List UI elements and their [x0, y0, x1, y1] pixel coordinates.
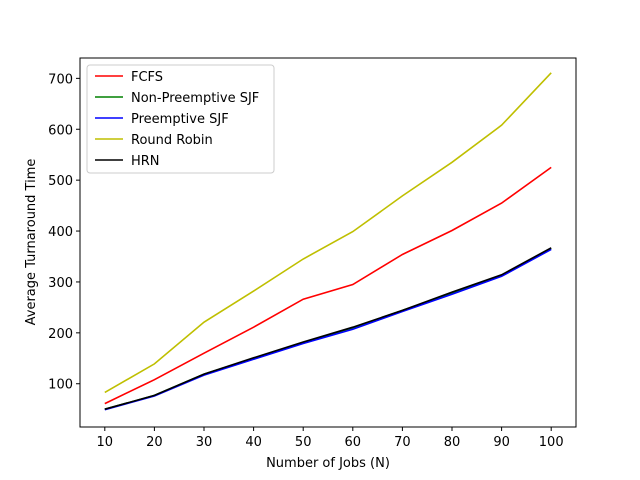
- series-line-3: [104, 72, 552, 394]
- legend-entry-label: HRN: [131, 154, 160, 169]
- y-tick-label: 700: [48, 72, 73, 87]
- x-tick-label: 50: [295, 435, 312, 450]
- legend-box: [86, 64, 275, 174]
- x-tick-label: 30: [196, 435, 213, 450]
- x-tick-label: 60: [345, 435, 362, 450]
- series-line-0: [104, 166, 552, 405]
- y-axis-label: Average Turnaround Time: [24, 159, 39, 326]
- y-tick-label: 400: [48, 225, 73, 240]
- plot-frame: [79, 57, 577, 428]
- legend-entry-label: Non-Preemptive SJF: [131, 91, 259, 106]
- legend-entry-label: Round Robin: [131, 133, 213, 148]
- x-tick-label: 70: [394, 435, 411, 450]
- y-tick-label: 200: [48, 327, 73, 342]
- x-tick-label: 20: [146, 435, 163, 450]
- x-axis-ticks: 10 20 30 40 50 60 70 80 90 100: [97, 427, 564, 450]
- y-tick-label: 100: [48, 378, 73, 393]
- x-tick-label: 40: [245, 435, 262, 450]
- y-tick-label: 300: [48, 276, 73, 291]
- legend-entry-label: Preemptive SJF: [131, 112, 229, 127]
- x-tick-label: 80: [444, 435, 461, 450]
- series-line-4: [104, 247, 552, 410]
- x-tick-label: 100: [539, 435, 564, 450]
- y-tick-label: 600: [48, 123, 73, 138]
- x-tick-label: 90: [493, 435, 510, 450]
- legend: FCFS Non-Preemptive SJF Preemptive SJF Roun…: [86, 64, 275, 174]
- y-axis-ticks: 100 200 300 400 500 600 700: [48, 72, 80, 393]
- legend-entry-label: FCFS: [131, 70, 163, 85]
- x-tick-label: 10: [97, 435, 114, 450]
- y-tick-label: 500: [48, 174, 73, 189]
- series-layer: [104, 72, 552, 411]
- x-axis-label: Number of Jobs (N): [266, 456, 390, 471]
